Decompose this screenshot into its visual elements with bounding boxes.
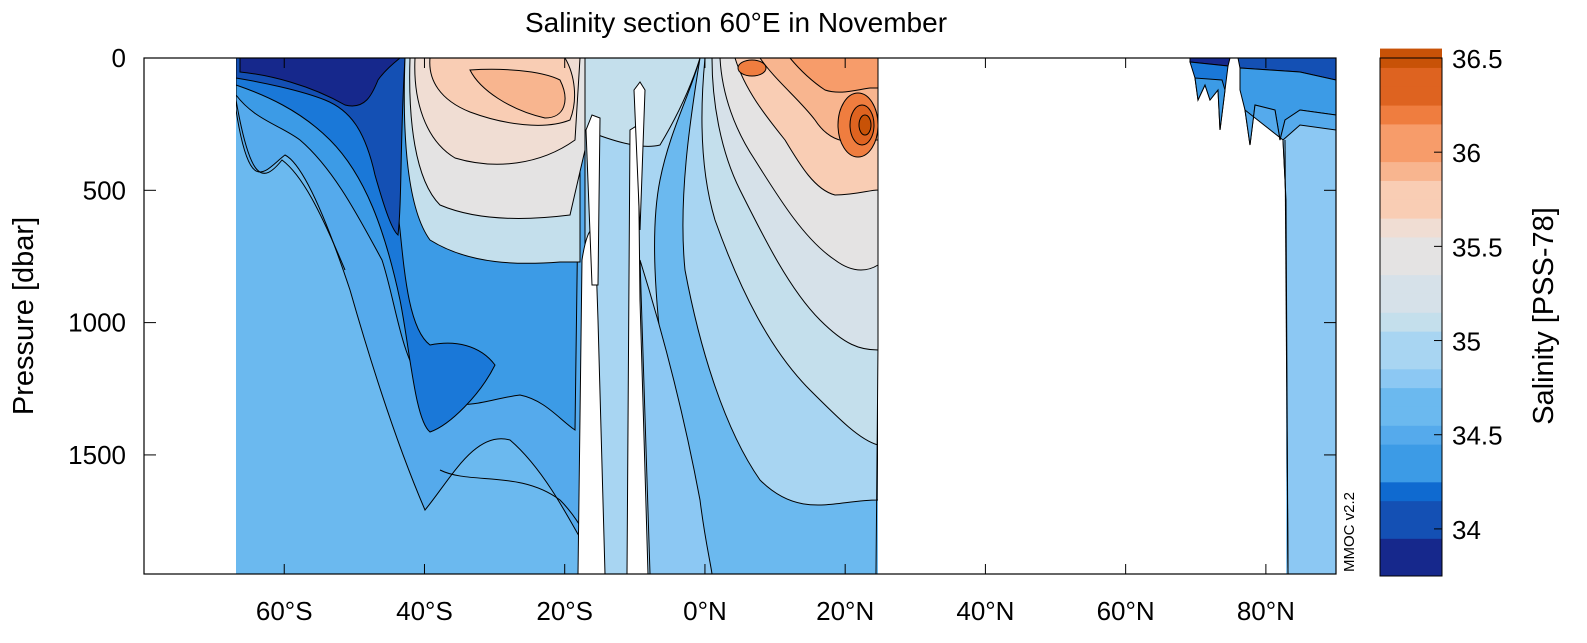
colorbar-tick-label: 36.5 [1452,44,1503,74]
colorbar-swatch [1380,86,1442,106]
x-tick-label: 80°N [1237,596,1295,626]
colorbar-swatch [1380,387,1442,407]
land-eurasia-edge [875,58,879,574]
arctic-shelf-2 [1194,77,1226,131]
colorbar-tick-label: 34.5 [1452,421,1503,451]
colorbar-swatch [1380,481,1442,502]
colorbar-swatch [1380,406,1442,426]
contour-band-north-3580 [789,58,879,93]
plot-frame [143,57,1337,575]
colorbar-tick-label: 35.5 [1452,232,1503,262]
colorbar-swatch [1380,462,1442,483]
watermark: MMOC v2.2 [1341,492,1358,572]
land-island-bar-2 [633,81,646,231]
colorbar-tick-label: 36 [1452,138,1481,168]
x-tick-label: 60°N [1097,596,1155,626]
land-eurasia [878,58,1190,574]
colorbar-swatch [1380,312,1442,332]
land-island-bar [585,114,601,286]
colorbar-swatch [1380,67,1442,87]
colorbar-tick-label: 34 [1452,515,1481,545]
y-tick-label: 500 [83,175,126,205]
colorbar-swatch [1380,444,1442,464]
y-axis: 0 500 1000 1500 [68,43,1336,470]
x-axis: 60°S 40°S 20°S 0°N 20°N 40°N 60°N 80°N [256,58,1295,626]
colorbar-swatch [1380,236,1442,257]
salinity-field [144,58,1336,574]
contour-red-sea-max [858,114,872,136]
colorbar-swatch [1380,123,1442,144]
colorbar-swatch [1380,199,1442,219]
colorbar-swatch [1380,142,1442,163]
x-tick-label: 20°N [816,596,874,626]
colorbar-swatch [1380,368,1442,389]
colorbar-swatch [1380,161,1442,181]
colorbar-label: Salinity [PSS-78] [1528,207,1560,425]
colorbar [1379,48,1443,577]
arctic-land-edge [1284,139,1289,574]
chart-title: Salinity section 60°E in November [525,7,947,38]
colorbar-swatch [1380,293,1442,313]
contour-band-3555-south [469,68,566,119]
colorbar-swatch [1380,425,1442,445]
colorbar-swatch [1380,255,1442,276]
x-tick-label: 20°S [536,596,593,626]
colorbar-ticks: 34 34.5 35 35.5 36 36.5 [1434,44,1503,545]
colorbar-swatch [1380,105,1442,125]
colorbar-swatch [1380,519,1442,539]
y-axis-label: Pressure [dbar] [8,217,40,415]
colorbar-swatch [1380,331,1442,351]
colorbar-swatch [1380,349,1442,370]
y-tick-label: 0 [112,43,126,73]
colorbar-swatch [1380,274,1442,294]
y-tick-label: 1000 [68,308,126,338]
y-tick-label: 1500 [68,440,126,470]
contour-band-3405 [239,58,401,107]
x-tick-label: 60°S [256,596,313,626]
colorbar-swatch [1380,538,1442,558]
x-tick-label: 40°S [396,596,453,626]
colorbar-tick-label: 35 [1452,327,1481,357]
contour-line-south-1 [235,99,346,271]
colorbar-swatch [1380,218,1442,238]
land-antarctica [144,58,236,574]
arctic-deep [1282,124,1336,574]
colorbar-swatch [1380,557,1442,577]
x-tick-label: 0°N [683,596,727,626]
contour-band-equator-deep [639,259,713,574]
colorbar-swatch [1380,500,1442,520]
colorbar-frame [1379,57,1443,577]
contour-surface-max [737,59,767,77]
x-tick-label: 40°N [956,596,1014,626]
colorbar-swatch [1380,180,1442,200]
